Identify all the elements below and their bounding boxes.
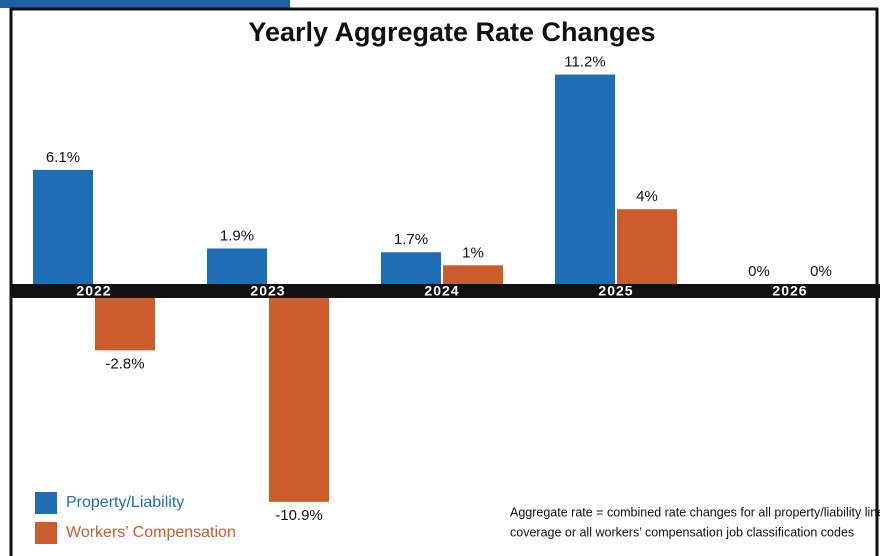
bar xyxy=(33,169,93,284)
zero-band xyxy=(12,284,880,298)
value-label: 1% xyxy=(462,244,484,261)
bar xyxy=(269,298,329,502)
x-tick-label: 2023 xyxy=(250,283,285,299)
value-label: 11.2% xyxy=(564,54,605,71)
legend-label: Workers’ Compensation xyxy=(66,524,236,541)
x-tick-label: 2026 xyxy=(772,283,807,299)
legend-swatch xyxy=(35,522,57,544)
bar xyxy=(555,74,615,284)
bar xyxy=(207,248,267,284)
x-tick-label: 2025 xyxy=(598,283,633,299)
chart-title: Yearly Aggregate Rate Changes xyxy=(248,17,655,47)
bar xyxy=(381,252,441,284)
value-label: -2.8% xyxy=(105,355,144,372)
value-label: 6.1% xyxy=(46,149,80,166)
value-label: 0% xyxy=(748,263,770,280)
value-label: 1.7% xyxy=(394,231,428,248)
legend-swatch xyxy=(35,492,57,514)
bar xyxy=(443,265,503,284)
bar xyxy=(95,298,155,351)
x-tick-label: 2024 xyxy=(424,283,459,299)
footnote: Aggregate rate = combined rate changes f… xyxy=(510,505,880,519)
footnote: coverage or all workers’ compensation jo… xyxy=(510,525,854,539)
legend-label: Property/Liability xyxy=(66,494,184,511)
value-label: -10.9% xyxy=(275,507,323,524)
value-label: 0% xyxy=(810,263,832,280)
value-label: 4% xyxy=(636,188,658,205)
top-strip xyxy=(0,0,290,8)
value-label: 1.9% xyxy=(220,227,254,244)
x-tick-label: 2022 xyxy=(76,283,111,299)
bar xyxy=(617,209,677,284)
